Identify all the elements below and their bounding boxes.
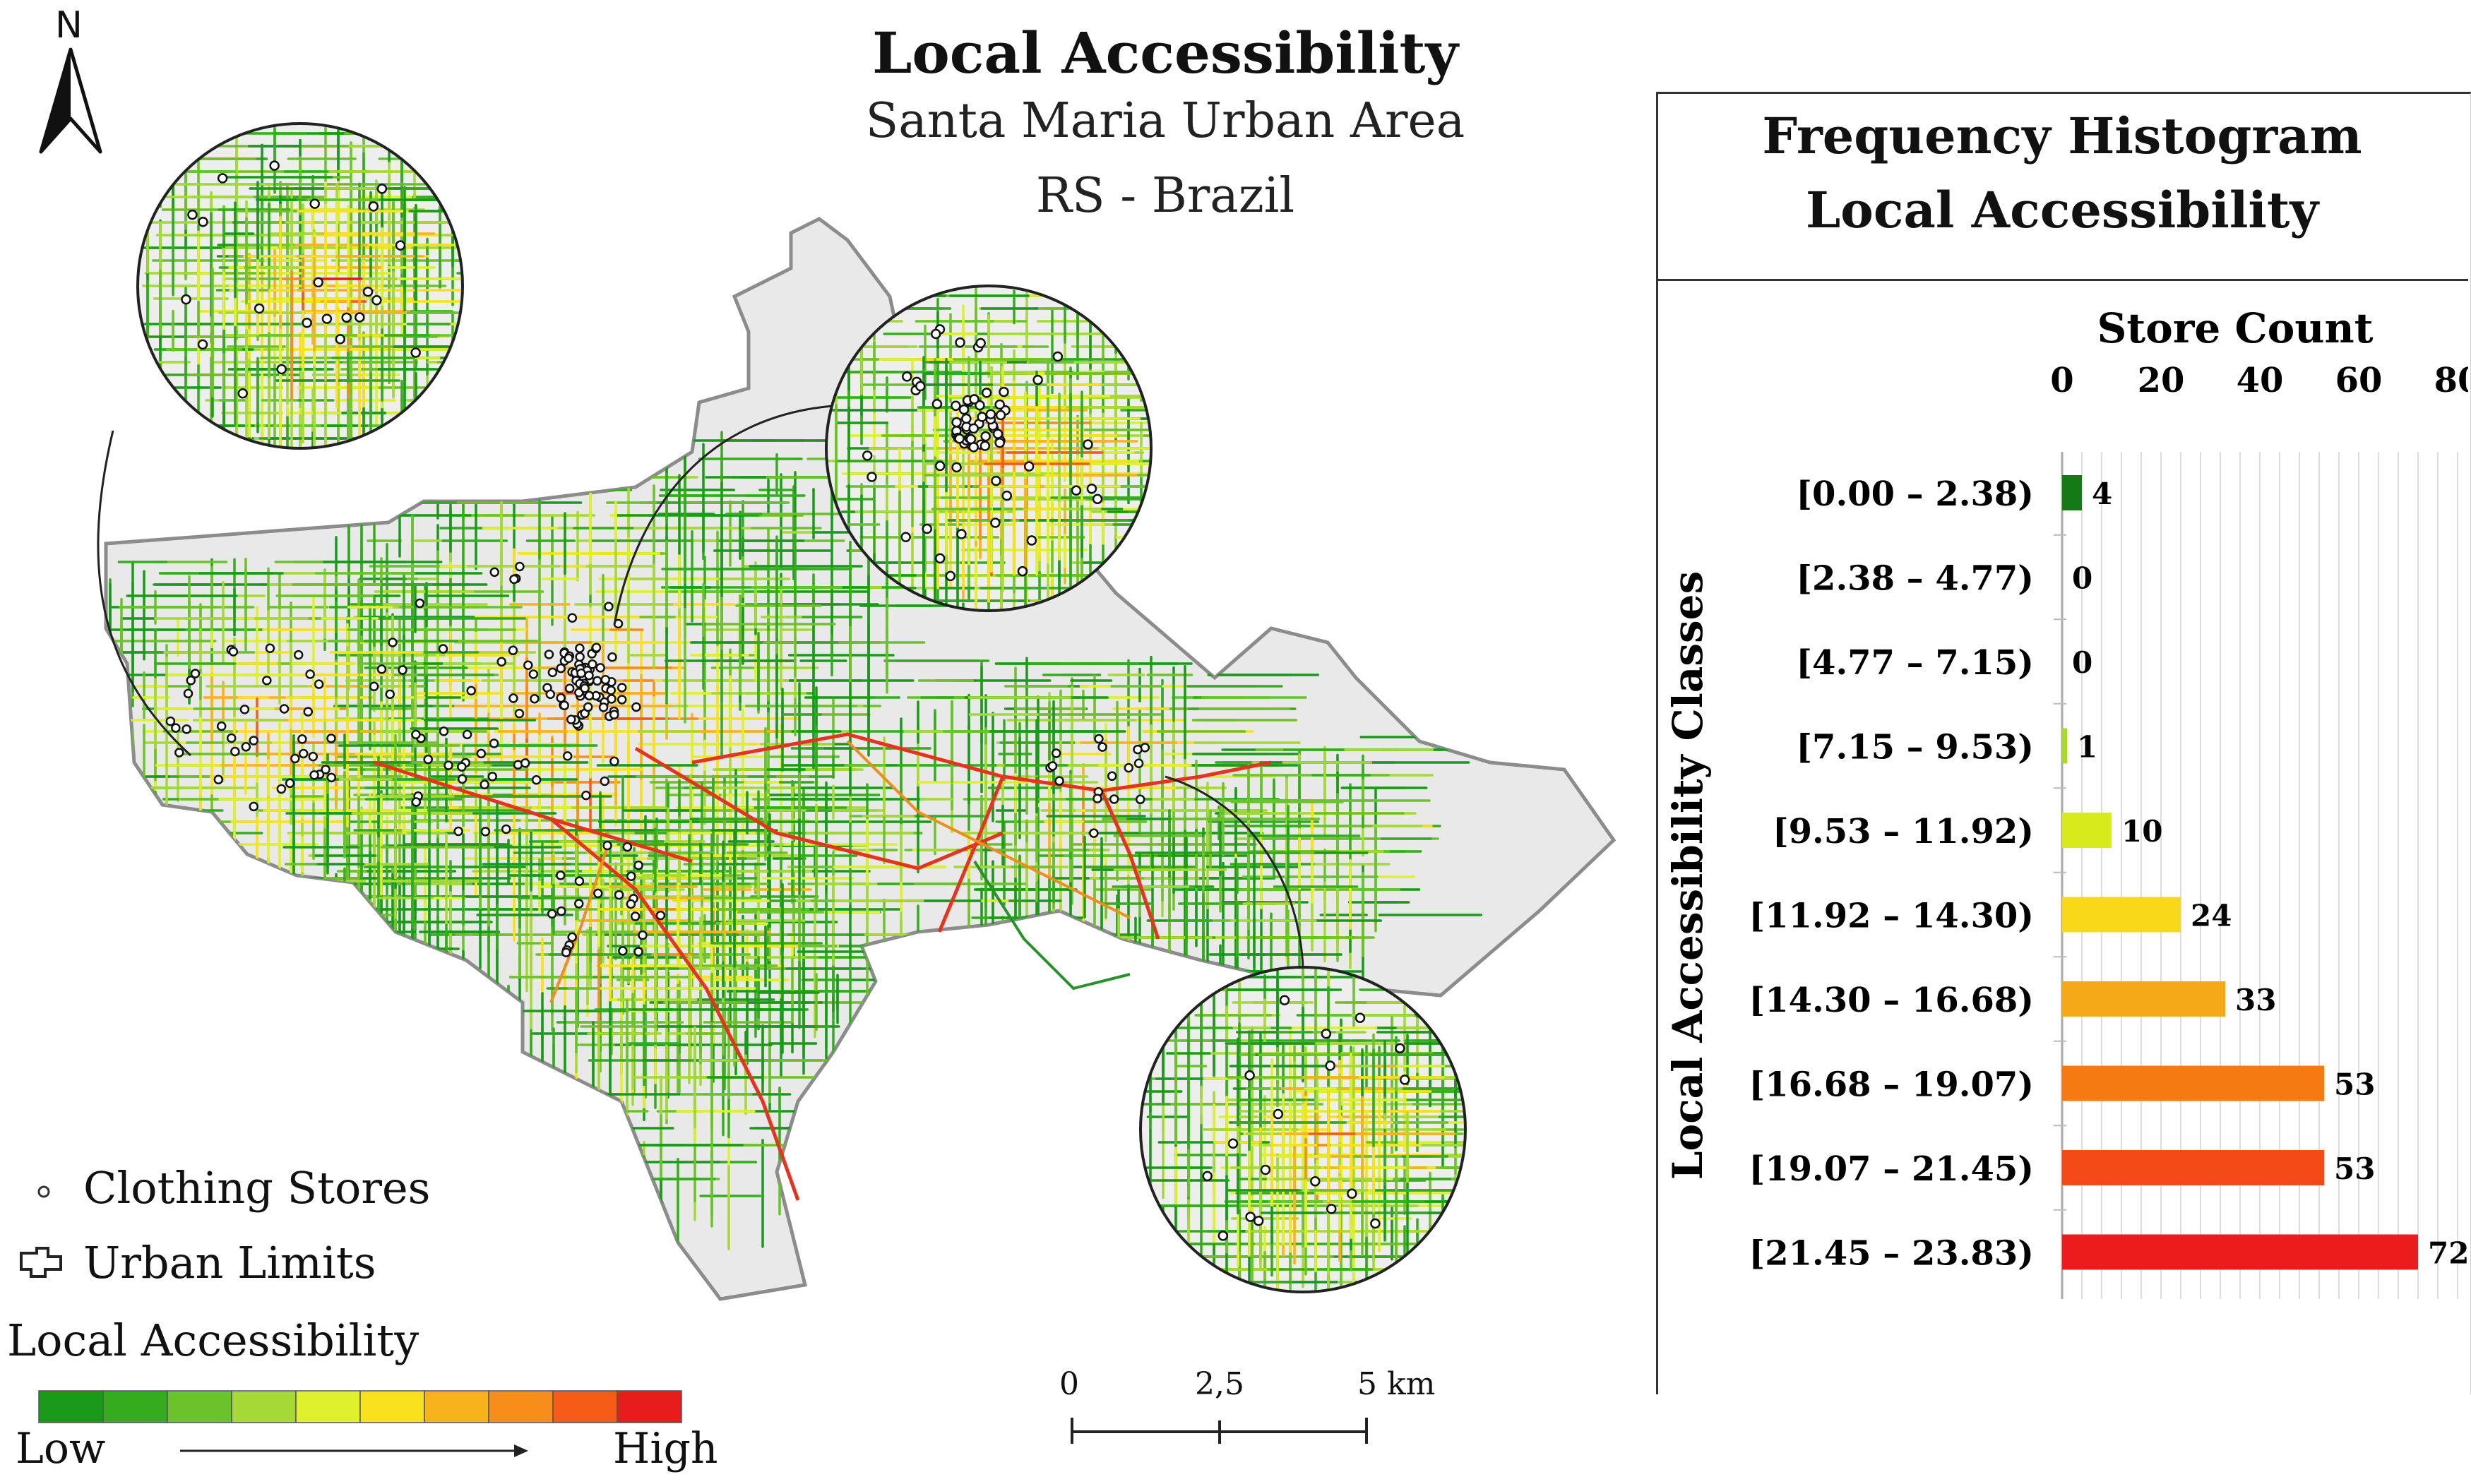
histogram-title: Frequency Histogram Local Accessibility xyxy=(1656,99,2468,247)
histogram-bar xyxy=(2062,475,2082,510)
ramp-swatch xyxy=(295,1390,361,1423)
histogram-x-tick-labels: 0 20 40 60 80 xyxy=(2050,361,2468,400)
bar-value-label: 72 xyxy=(2428,1236,2468,1271)
low-high-arrow-icon xyxy=(180,1444,528,1457)
histogram-bars: [0.00 – 2.38) 4 [2.38 – 4.77) 0 [4.77 – 7.15… xyxy=(1749,474,2468,1274)
histogram-bar xyxy=(2062,728,2067,764)
bar-value-label: 53 xyxy=(2334,1067,2375,1102)
clothing-store-points xyxy=(165,561,1150,957)
histogram-x-axis-title: Store Count xyxy=(2097,304,2374,352)
category-label: [21.45 – 23.83) xyxy=(1749,1234,2034,1274)
bar-value-label: 0 xyxy=(2072,561,2092,596)
map-subtitle-country: RS - Brazil xyxy=(1035,168,1295,224)
ramp-swatch xyxy=(102,1390,168,1423)
bar-value-label: 53 xyxy=(2334,1151,2375,1186)
x-tick-label: 0 xyxy=(2050,361,2073,400)
bar-value-label: 24 xyxy=(2191,899,2232,933)
scale-label-0: 0 xyxy=(1059,1366,1079,1402)
x-tick-label: 60 xyxy=(2335,361,2383,400)
histogram-bar xyxy=(2062,813,2112,848)
bar-value-label: 0 xyxy=(2072,645,2092,680)
legend-high-label: High xyxy=(613,1424,718,1473)
inset-leader-lines xyxy=(97,405,1304,968)
histogram-y-axis-title: Local Accessibility Classes xyxy=(1664,571,1712,1180)
histogram-bar xyxy=(2062,1065,2324,1101)
category-label: [11.92 – 14.30) xyxy=(1749,897,2034,936)
category-label: [9.53 – 11.92) xyxy=(1773,812,2034,851)
category-label: [0.00 – 2.38) xyxy=(1796,474,2034,514)
scale-label-mid: 2,5 xyxy=(1195,1366,1244,1402)
main-roads xyxy=(374,732,1272,1201)
scale-label-end: 5 km xyxy=(1357,1366,1436,1402)
x-tick-label: 40 xyxy=(2237,361,2284,400)
ramp-swatch xyxy=(424,1390,489,1423)
bar-value-label: 1 xyxy=(2077,730,2097,765)
category-label: [14.30 – 16.68) xyxy=(1749,981,2034,1020)
histogram-title-divider xyxy=(1656,279,2468,281)
histogram-bar xyxy=(2062,1234,2418,1270)
inset-circle-east xyxy=(1139,966,1467,1293)
ramp-swatch xyxy=(359,1390,425,1423)
legend-urban-limits: Urban Limits xyxy=(83,1237,376,1288)
x-tick-label: 80 xyxy=(2434,361,2468,400)
ramp-swatch xyxy=(167,1390,232,1423)
category-label: [7.15 – 9.53) xyxy=(1796,728,2034,767)
inset-circle-west xyxy=(136,122,464,450)
histogram-bar xyxy=(2062,981,2225,1017)
category-label: [19.07 – 21.45) xyxy=(1749,1149,2034,1189)
histogram-bar xyxy=(2062,1150,2324,1185)
urban-limits-legend-icon xyxy=(20,1247,62,1278)
legend-ramp-title: Local Accessibility xyxy=(7,1315,419,1366)
category-label: [2.38 – 4.77) xyxy=(1796,559,2034,599)
bar-value-label: 4 xyxy=(2092,477,2112,511)
histogram-chart: Store Count Local Accessibility Classes … xyxy=(1664,304,2468,1299)
map-title: Local Accessibility xyxy=(872,20,1458,86)
legend-clothing-stores: Clothing Stores xyxy=(83,1162,431,1214)
category-label: [16.68 – 19.07) xyxy=(1749,1065,2034,1105)
histogram-title-line2: Local Accessibility xyxy=(1805,181,2319,239)
ramp-swatch xyxy=(552,1390,618,1423)
bar-value-label: 33 xyxy=(2235,983,2276,1017)
x-tick-label: 20 xyxy=(2138,361,2185,400)
north-label: N xyxy=(55,4,83,47)
histogram-bar xyxy=(2062,897,2181,933)
bar-value-label: 10 xyxy=(2121,814,2162,849)
clothing-store-legend-icon xyxy=(37,1185,50,1198)
histogram-title-line1: Frequency Histogram xyxy=(1762,107,2362,165)
map-subtitle-area: Santa Maria Urban Area xyxy=(865,93,1465,149)
north-arrow-icon xyxy=(39,47,102,154)
ramp-swatch xyxy=(38,1390,104,1423)
ramp-swatch xyxy=(617,1390,682,1423)
scale-bar xyxy=(1071,1418,1368,1444)
ramp-swatch xyxy=(231,1390,297,1423)
map-area xyxy=(20,47,1616,1457)
ramp-swatch xyxy=(488,1390,554,1423)
category-label: [4.77 – 7.15) xyxy=(1796,643,2034,683)
legend-low-label: Low xyxy=(16,1424,106,1473)
accessibility-color-ramp xyxy=(38,1390,682,1423)
